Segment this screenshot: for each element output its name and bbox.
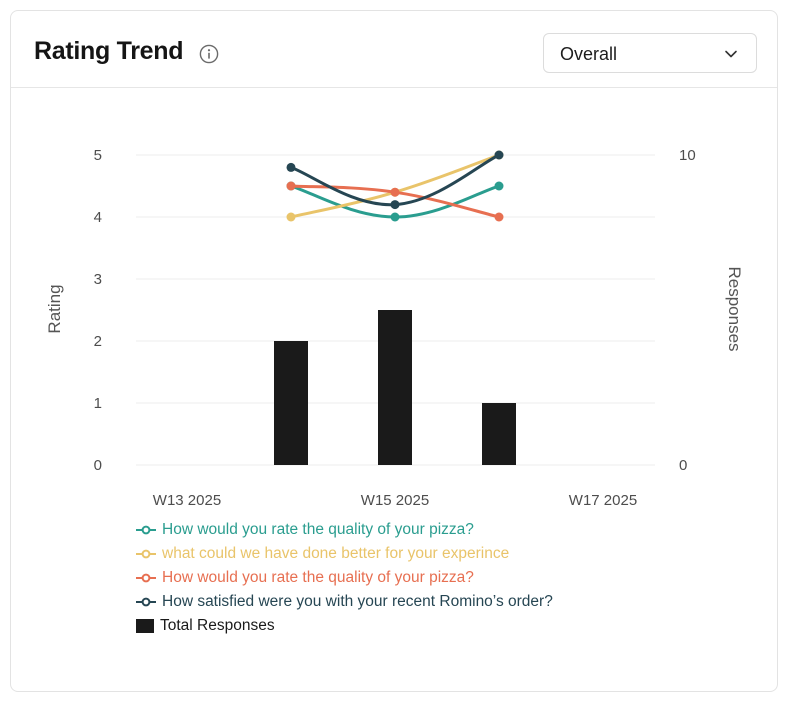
legend-label: Total Responses — [160, 617, 275, 634]
chart-legend: How would you rate the quality of your p… — [136, 518, 553, 638]
series-point — [390, 212, 400, 222]
series-point — [494, 150, 504, 160]
y-axis-right-title: Responses — [725, 266, 744, 351]
x-tick-label: W17 2025 — [569, 492, 637, 509]
chevron-down-icon — [725, 50, 737, 58]
y-axis-left-title: Rating — [45, 284, 64, 333]
series-point — [286, 162, 296, 172]
rating-lines — [286, 150, 504, 222]
overall-dropdown[interactable]: Overall — [543, 33, 757, 73]
series-point — [286, 212, 296, 222]
card-header: Rating Trend Overall — [11, 11, 777, 88]
series-point — [494, 181, 504, 191]
legend-label: How would you rate the quality of your p… — [162, 521, 474, 538]
series-point — [494, 212, 504, 222]
legend-item[interactable]: How would you rate the quality of your p… — [136, 566, 553, 590]
y-left-tick-label: 4 — [94, 209, 102, 226]
y-left-tick-label: 1 — [94, 395, 102, 412]
response-bar — [482, 403, 516, 465]
series-point — [390, 187, 400, 197]
y-right-tick-label: 0 — [679, 457, 687, 474]
legend-item[interactable]: what could we have done better for your … — [136, 542, 553, 566]
legend-item[interactable]: How would you rate the quality of your p… — [136, 518, 553, 542]
response-bar — [274, 341, 308, 465]
y-left-tick-label: 5 — [94, 147, 102, 164]
yellow-line-marker-icon — [136, 549, 156, 559]
info-icon[interactable] — [199, 44, 219, 64]
legend-label: what could we have done better for your … — [162, 545, 510, 562]
legend-item[interactable]: Total Responses — [136, 614, 553, 638]
legend-item[interactable]: How satisfied were you with your recent … — [136, 590, 553, 614]
response-bar — [378, 310, 412, 465]
series-point — [286, 181, 296, 191]
dark-line-marker-icon — [136, 597, 156, 607]
bar-swatch-icon — [136, 619, 154, 633]
y-right-tick-label: 10 — [679, 147, 696, 164]
orange-line-marker-icon — [136, 573, 156, 583]
teal-line-marker-icon — [136, 525, 156, 535]
y-left-tick-label: 2 — [94, 333, 102, 350]
x-tick-label: W15 2025 — [361, 492, 429, 509]
y-left-tick-label: 3 — [94, 271, 102, 288]
legend-label: How would you rate the quality of your p… — [162, 569, 474, 586]
y-left-tick-label: 0 — [94, 457, 102, 474]
card-title: Rating Trend — [34, 37, 184, 65]
legend-label: How satisfied were you with your recent … — [162, 593, 553, 610]
x-tick-label: W13 2025 — [153, 492, 221, 509]
series-point — [390, 200, 400, 210]
response-bars — [274, 310, 516, 465]
dropdown-selected-value: Overall — [560, 44, 618, 64]
